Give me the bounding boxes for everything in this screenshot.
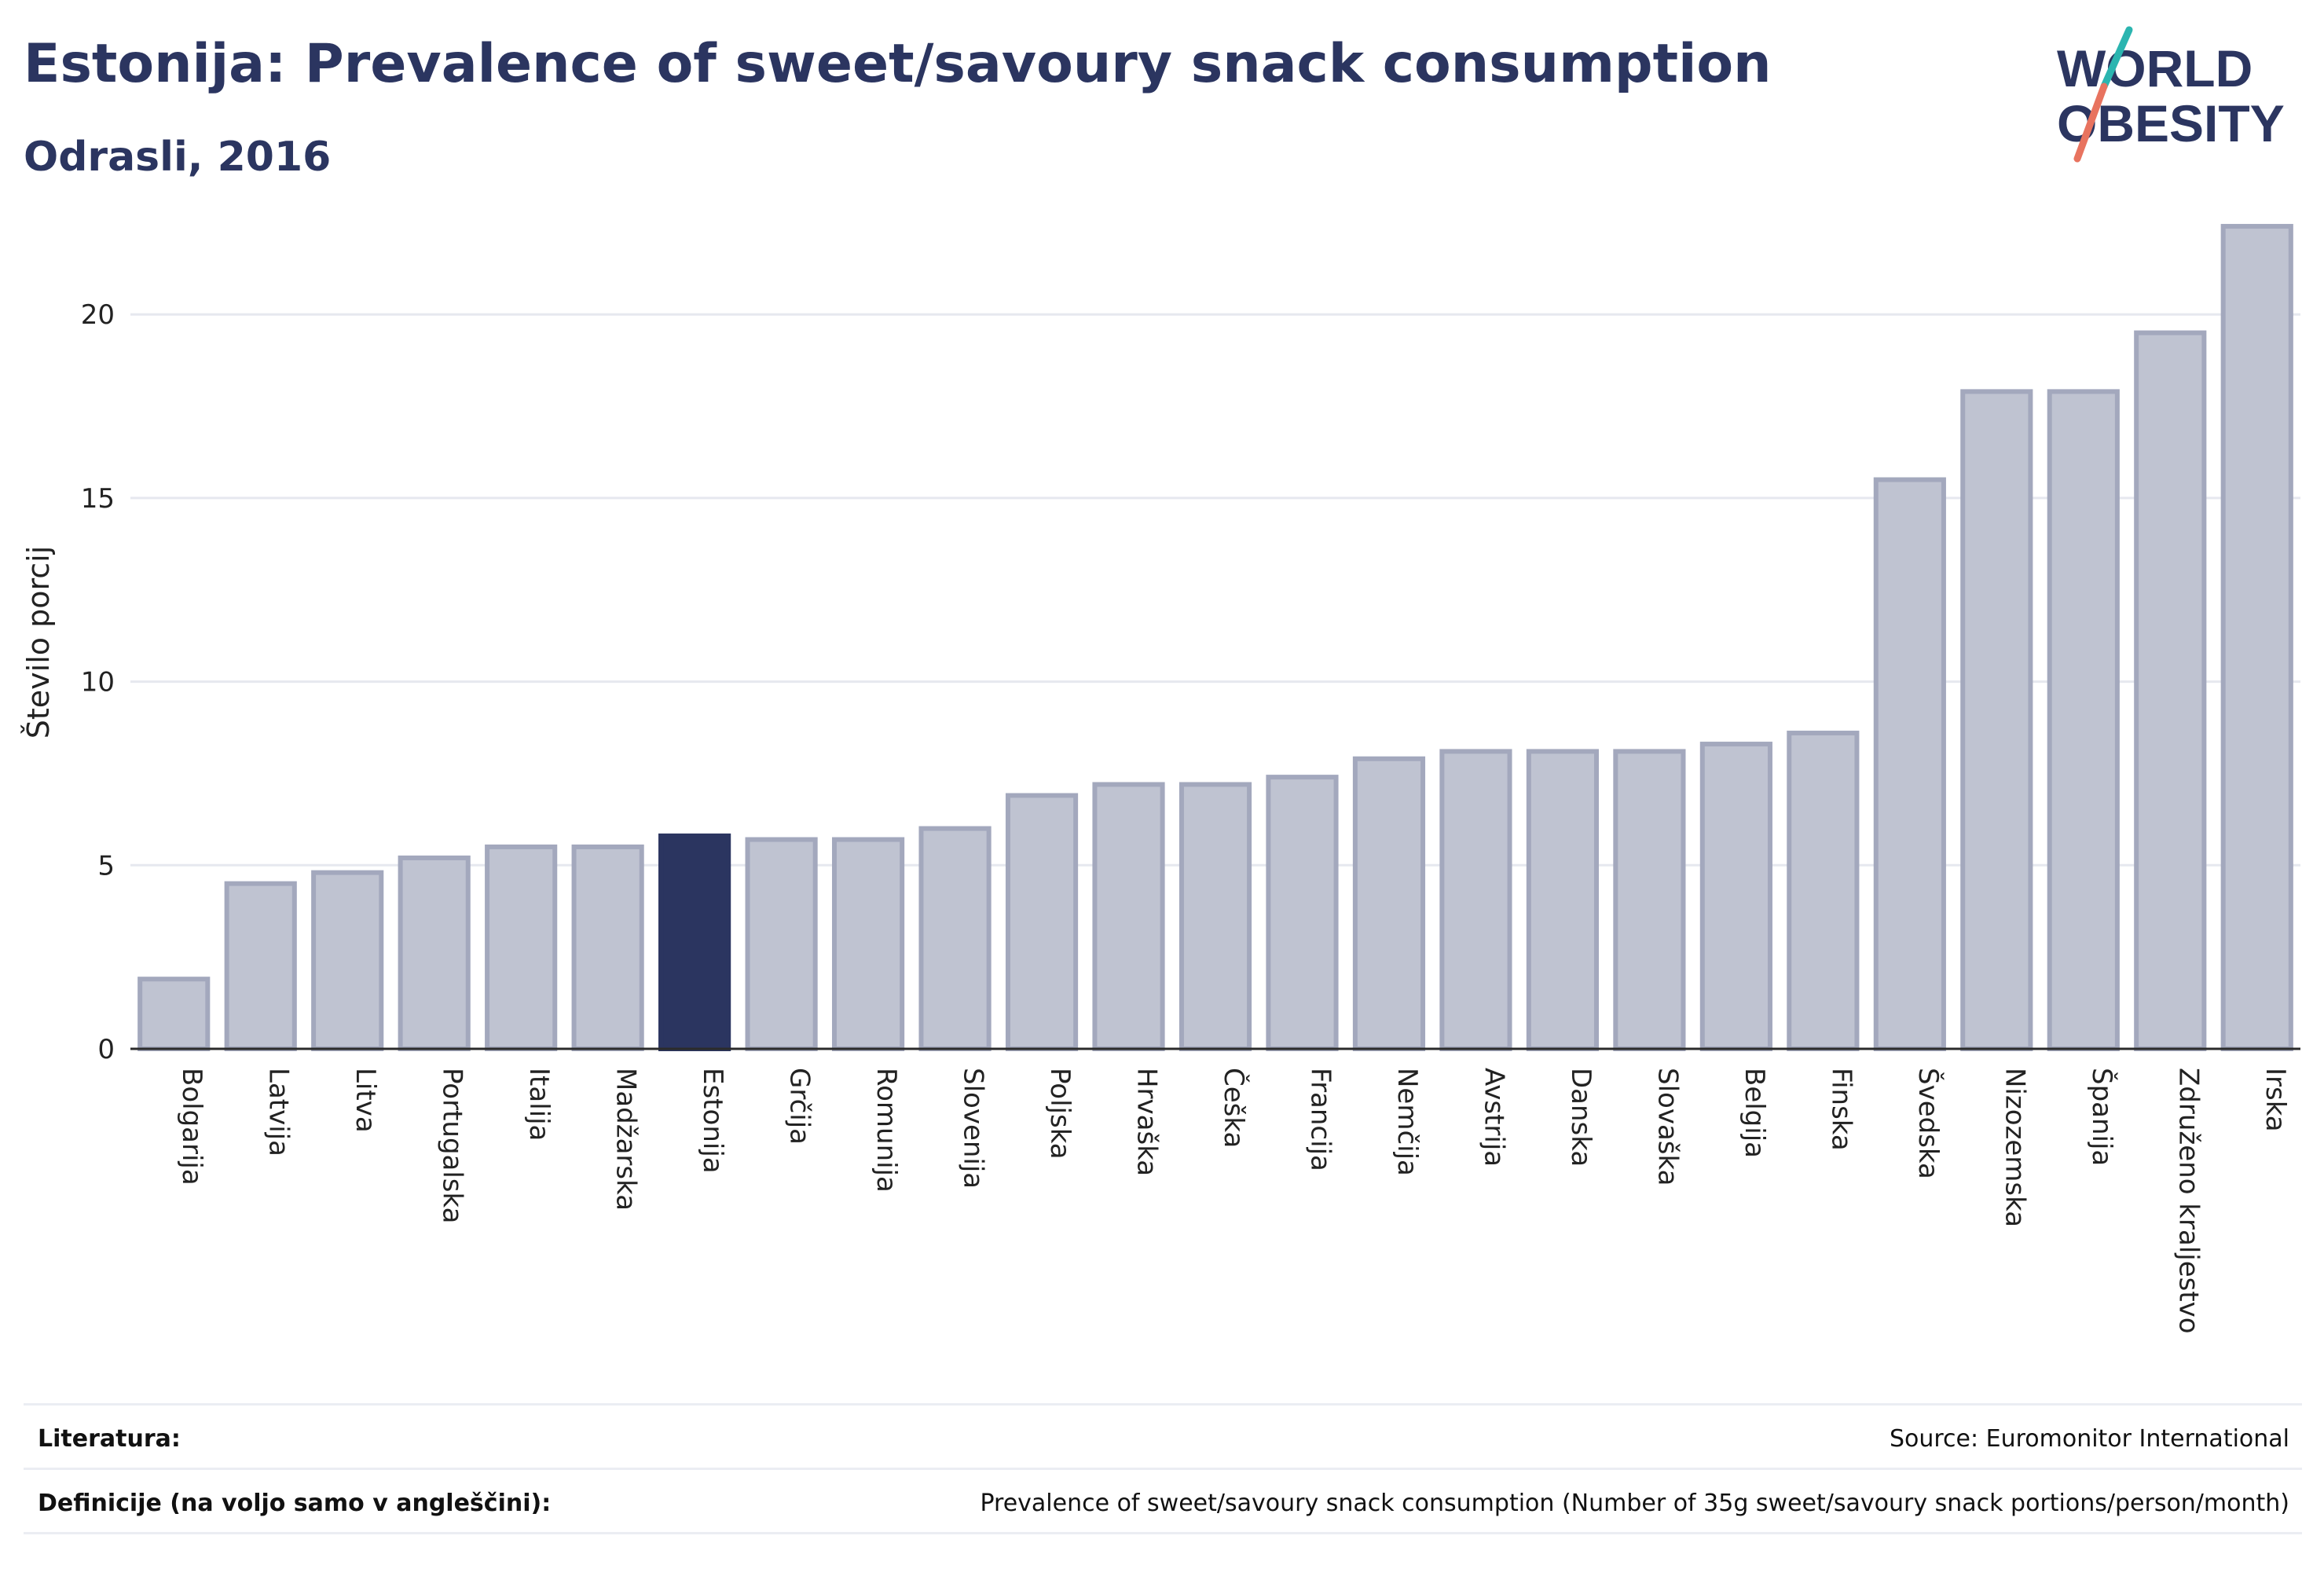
x-tick-label: Nemčija xyxy=(1391,1068,1423,1176)
x-tick-label: Italija xyxy=(523,1068,555,1141)
logo-slash-teal xyxy=(2100,26,2133,90)
chart-subtitle: Odrasli, 2016 xyxy=(24,134,332,181)
x-tick-label: Litva xyxy=(350,1068,381,1133)
chart-title: Estonija: Prevalence of sweet/savoury sn… xyxy=(24,33,1772,95)
bar-estonija xyxy=(658,833,731,1052)
bar-avstrija xyxy=(1439,749,1512,1051)
x-tick-label: Finska xyxy=(1825,1068,1857,1151)
bar-češka xyxy=(1178,782,1252,1051)
x-tick-label: Španija xyxy=(2086,1068,2118,1166)
bar-nemčija xyxy=(1352,756,1426,1051)
bar-združeno-kraljestvo xyxy=(2134,330,2207,1051)
definition-label: Definicije (na voljo samo v angleščini): xyxy=(38,1490,552,1517)
x-tick-label: Romunija xyxy=(871,1068,902,1193)
y-tick-label: 0 xyxy=(97,1034,115,1065)
bar-finska xyxy=(1787,731,1860,1051)
footer-divider-top xyxy=(24,1403,2302,1406)
x-tick-label: Švedska xyxy=(1912,1068,1945,1179)
bar-irska xyxy=(2220,224,2293,1052)
bar-madžarska xyxy=(571,844,644,1052)
x-tick-label: Francija xyxy=(1304,1068,1336,1171)
bar-nizozemska xyxy=(1960,389,2033,1051)
x-tick-label: Portugalska xyxy=(437,1068,468,1223)
x-tick-label: Češka xyxy=(1218,1068,1250,1148)
x-tick-label: Danska xyxy=(1565,1068,1596,1167)
bar-hrvaška xyxy=(1092,782,1165,1051)
x-tick-label: Grčija xyxy=(784,1068,816,1145)
x-tick-label: Nizozemska xyxy=(1999,1068,2030,1227)
bar-litva xyxy=(311,870,384,1052)
x-tick-label: Bolgarija xyxy=(176,1068,207,1186)
bars xyxy=(137,224,2293,1052)
literature-value: Source: Euromonitor International xyxy=(1889,1425,2289,1453)
world-obesity-logo: WORLD OBESITY xyxy=(2057,26,2285,163)
bar-francija xyxy=(1266,775,1339,1051)
x-tick-label: Avstrija xyxy=(1478,1068,1509,1167)
y-axis-label: Število porcij xyxy=(21,546,56,739)
x-tick-label: Belgija xyxy=(1739,1068,1770,1158)
x-tick-label: Latvija xyxy=(263,1068,295,1156)
x-tick-label: Irska xyxy=(2260,1068,2291,1132)
x-tick-label: Madžarska xyxy=(610,1068,642,1211)
x-tick-labels: Bolgarija Latvija Litva Portugalska Italija M… xyxy=(176,1068,2291,1334)
y-tick-labels: 0 5 10 15 20 xyxy=(81,299,115,1065)
x-tick-label: Slovaška xyxy=(1651,1068,1683,1186)
footer-divider-middle xyxy=(24,1468,2302,1470)
bar-latvija xyxy=(224,881,297,1052)
x-tick-label: Hrvaška xyxy=(1131,1068,1163,1176)
bar-poljska xyxy=(1005,793,1079,1051)
bar-švedska xyxy=(1873,477,1946,1051)
x-tick-label: Slovenija xyxy=(958,1068,989,1189)
bar-španija xyxy=(2047,389,2120,1051)
bar-slovaška xyxy=(1613,749,1686,1051)
logo-line1: WORLD xyxy=(2057,39,2253,97)
x-tick-label: Združeno kraljestvo xyxy=(2172,1068,2204,1334)
y-tick-label: 20 xyxy=(81,299,115,331)
y-tick-label: 10 xyxy=(81,667,115,698)
literature-label: Literatura: xyxy=(38,1425,181,1453)
bar-chart: 0 5 10 15 20 Bolgarija Latvija Litva Portugalsk… xyxy=(21,224,2300,1334)
bar-belgija xyxy=(1699,742,1772,1052)
definition-value: Prevalence of sweet/savoury snack consum… xyxy=(980,1490,2289,1517)
footer-divider-bottom xyxy=(24,1532,2302,1534)
bar-grčija xyxy=(745,837,818,1051)
bar-romunija xyxy=(831,837,905,1051)
bar-slovenija xyxy=(918,826,992,1051)
logo-slash-coral xyxy=(2073,82,2108,163)
x-tick-label: Estonija xyxy=(697,1068,728,1174)
bar-portugalska xyxy=(398,855,471,1052)
bar-italija xyxy=(485,844,558,1052)
bar-danska xyxy=(1526,749,1600,1051)
y-tick-label: 15 xyxy=(81,483,115,515)
y-tick-label: 5 xyxy=(97,850,115,881)
bar-bolgarija xyxy=(137,977,211,1052)
x-tick-label: Poljska xyxy=(1044,1068,1076,1160)
